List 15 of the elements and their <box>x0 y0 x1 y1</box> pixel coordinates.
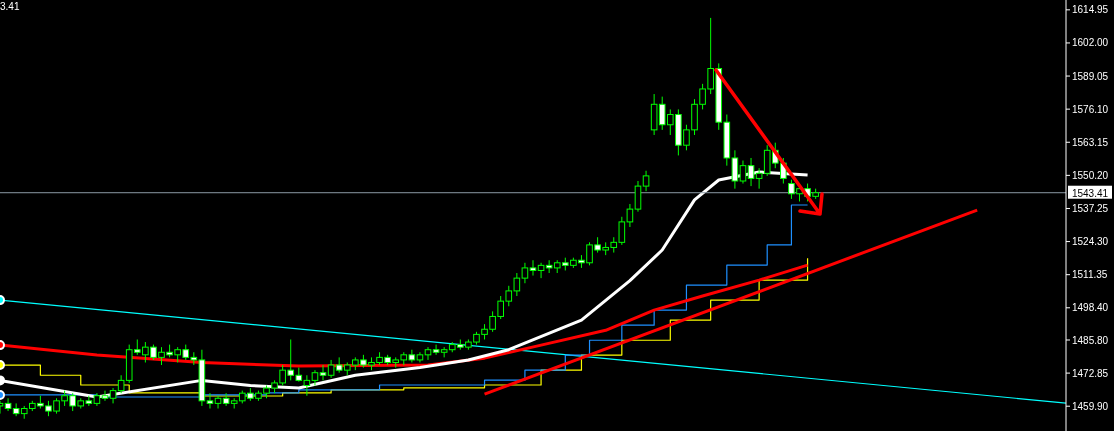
y-tick-label: 1537.25 <box>1072 203 1109 215</box>
y-tick-label: 1563.15 <box>1072 136 1109 148</box>
y-tick-label: 1524.30 <box>1072 236 1109 248</box>
y-tick-label: 1511.35 <box>1072 269 1108 281</box>
y-tick-label: 1459.90 <box>1072 400 1109 412</box>
y-tick-label: 1498.40 <box>1072 302 1109 314</box>
annotation: 3.41 <box>0 1 20 12</box>
ref-line-label: 1543.41 <box>1071 187 1109 199</box>
y-tick-label: 1550.20 <box>1072 169 1109 181</box>
y-tick-label: 1589.05 <box>1072 70 1109 82</box>
y-tick-label: 1485.80 <box>1072 334 1109 346</box>
y-tick-label: 1602.00 <box>1072 37 1109 49</box>
y-tick-label: 1472.85 <box>1072 367 1109 379</box>
y-tick-label: 1614.95 <box>1072 4 1109 16</box>
y-tick-label: 1576.10 <box>1072 103 1109 115</box>
